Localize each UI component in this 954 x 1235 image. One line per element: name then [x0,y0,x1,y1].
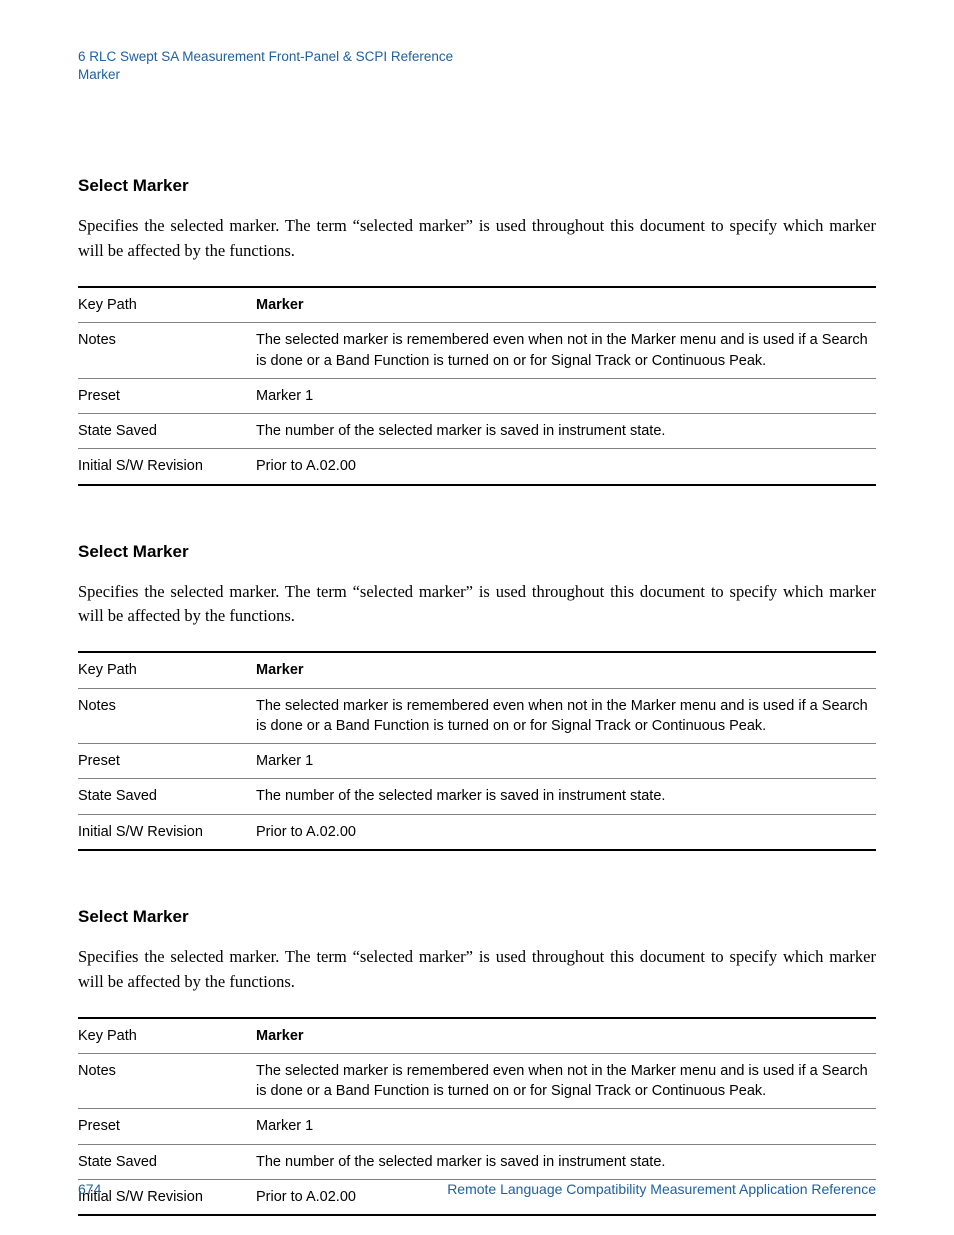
prop-key: State Saved [78,1144,256,1179]
page-number: 674 [78,1181,101,1197]
prop-key: Initial S/W Revision [78,814,256,850]
section-title: Select Marker [78,176,876,196]
section-description: Specifies the selected marker. The term … [78,580,876,630]
prop-key: Notes [78,688,256,744]
table-row: Notes The selected marker is remembered … [78,688,876,744]
page-footer: 674 Remote Language Compatibility Measur… [78,1181,876,1197]
properties-table: Key Path Marker Notes The selected marke… [78,651,876,851]
table-row: Preset Marker 1 [78,378,876,413]
header-line-2: Marker [78,66,876,84]
section-select-marker-3: Select Marker Specifies the selected mar… [78,907,876,1216]
page: 6 RLC Swept SA Measurement Front-Panel &… [0,0,954,1235]
table-row: Initial S/W Revision Prior to A.02.00 [78,814,876,850]
table-row: Key Path Marker [78,1018,876,1054]
header-line-1: 6 RLC Swept SA Measurement Front-Panel &… [78,48,876,66]
section-select-marker-2: Select Marker Specifies the selected mar… [78,542,876,851]
table-row: Preset Marker 1 [78,1109,876,1144]
prop-key: Preset [78,744,256,779]
section-description: Specifies the selected marker. The term … [78,945,876,995]
footer-doc-title: Remote Language Compatibility Measuremen… [447,1181,876,1197]
section-description: Specifies the selected marker. The term … [78,214,876,264]
prop-key: State Saved [78,414,256,449]
table-row: Notes The selected marker is remembered … [78,323,876,379]
prop-key: Notes [78,1053,256,1109]
prop-value: The selected marker is remembered even w… [256,688,876,744]
prop-value: The selected marker is remembered even w… [256,323,876,379]
prop-key: Preset [78,1109,256,1144]
prop-key: Key Path [78,1018,256,1054]
prop-value: The selected marker is remembered even w… [256,1053,876,1109]
table-row: Preset Marker 1 [78,744,876,779]
table-row: Key Path Marker [78,652,876,688]
section-select-marker-1: Select Marker Specifies the selected mar… [78,176,876,485]
prop-value: Marker 1 [256,1109,876,1144]
table-row: State Saved The number of the selected m… [78,1144,876,1179]
table-row: Initial S/W Revision Prior to A.02.00 [78,449,876,485]
prop-value: The number of the selected marker is sav… [256,1144,876,1179]
table-row: Notes The selected marker is remembered … [78,1053,876,1109]
prop-value: Marker [256,287,876,323]
section-title: Select Marker [78,542,876,562]
prop-value: The number of the selected marker is sav… [256,779,876,814]
table-row: State Saved The number of the selected m… [78,779,876,814]
prop-key: Initial S/W Revision [78,449,256,485]
table-row: Key Path Marker [78,287,876,323]
prop-key: Key Path [78,287,256,323]
prop-value: Marker 1 [256,378,876,413]
prop-key: Preset [78,378,256,413]
properties-table: Key Path Marker Notes The selected marke… [78,286,876,486]
page-header: 6 RLC Swept SA Measurement Front-Panel &… [78,48,876,84]
prop-value: Marker 1 [256,744,876,779]
prop-key: Notes [78,323,256,379]
prop-value: The number of the selected marker is sav… [256,414,876,449]
prop-key: State Saved [78,779,256,814]
prop-value: Marker [256,652,876,688]
prop-value: Prior to A.02.00 [256,449,876,485]
prop-value: Prior to A.02.00 [256,814,876,850]
section-title: Select Marker [78,907,876,927]
prop-value: Marker [256,1018,876,1054]
prop-key: Key Path [78,652,256,688]
table-row: State Saved The number of the selected m… [78,414,876,449]
